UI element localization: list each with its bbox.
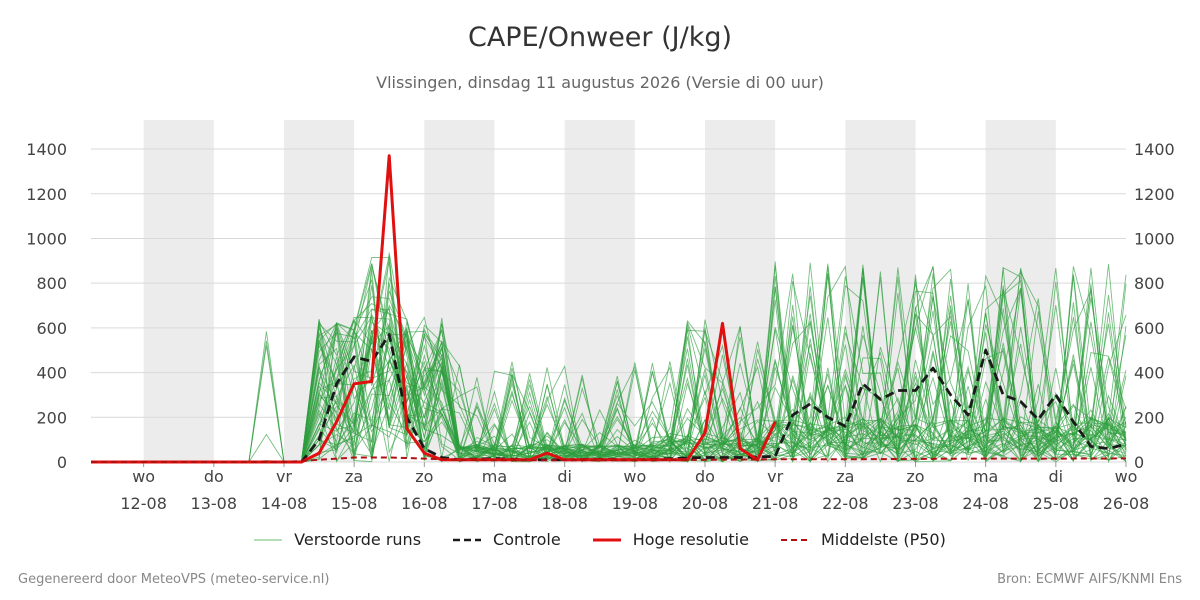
x-tick-date: 25-08 bbox=[1033, 494, 1080, 513]
series-line-control bbox=[91, 333, 1127, 464]
ensemble-member-line bbox=[91, 263, 1127, 463]
x-tick-weekday: ma bbox=[482, 467, 507, 486]
x-tick-date: 17-08 bbox=[471, 494, 518, 513]
y-tick-label-right: 1000 bbox=[1134, 229, 1175, 248]
x-tick-weekday: ma bbox=[973, 467, 998, 486]
x-tick-date: 12-08 bbox=[120, 494, 167, 513]
y-tick-label-left: 1200 bbox=[26, 185, 67, 204]
legend-swatch-hires bbox=[592, 538, 621, 541]
series-line-median bbox=[91, 456, 1127, 463]
footer-source: Bron: ECMWF AIFS/KNMI Ens bbox=[997, 572, 1182, 587]
x-tick-weekday: do bbox=[204, 467, 224, 486]
x-tick-date: 26-08 bbox=[1103, 494, 1150, 513]
chart-subtitle: Vlissingen, dinsdag 11 augustus 2026 (Ve… bbox=[376, 73, 824, 92]
ensemble-member-line bbox=[91, 265, 1127, 463]
legend-item-median: Middelste (P50) bbox=[780, 530, 946, 549]
y-tick-label-right: 1400 bbox=[1134, 140, 1175, 159]
y-tick-label-right: 800 bbox=[1134, 274, 1165, 293]
x-tick-date: 16-08 bbox=[401, 494, 448, 513]
y-tick-label-left: 200 bbox=[36, 408, 67, 427]
y-tick-label-left: 1400 bbox=[26, 140, 67, 159]
x-tick-weekday: wo bbox=[132, 467, 155, 486]
x-tick-weekday: wo bbox=[1115, 467, 1138, 486]
x-tick-weekday: vr bbox=[767, 467, 783, 486]
x-tick-date: 14-08 bbox=[261, 494, 308, 513]
x-tick-weekday: za bbox=[836, 467, 854, 486]
legend-item-control: Controle bbox=[453, 530, 561, 549]
chart-plot: 0 0 200 200 400 400 600 600 800 800 1000 1000 1200 12… bbox=[26, 120, 1175, 513]
y-tick-label-right: 400 bbox=[1134, 364, 1165, 383]
x-tick-date: 22-08 bbox=[822, 494, 869, 513]
x-tick-date: 21-08 bbox=[752, 494, 799, 513]
x-tick-weekday: wo bbox=[623, 467, 646, 486]
y-tick-label-right: 600 bbox=[1134, 319, 1165, 338]
x-tick-date: 23-08 bbox=[892, 494, 939, 513]
legend-label-median: Middelste (P50) bbox=[820, 530, 946, 549]
y-tick-label-left: 600 bbox=[36, 319, 67, 338]
y-tick-label-right: 200 bbox=[1134, 408, 1165, 427]
x-tick-date: 15-08 bbox=[331, 494, 378, 513]
legend-swatch-perturbed bbox=[254, 539, 283, 540]
legend-label-control: Controle bbox=[493, 530, 561, 549]
weekend-band bbox=[143, 120, 214, 462]
legend-swatch-control bbox=[453, 538, 482, 541]
x-tick-weekday: do bbox=[695, 467, 715, 486]
y-tick-label-left: 1000 bbox=[26, 229, 67, 248]
x-tick-date: 19-08 bbox=[612, 494, 659, 513]
x-tick-date: 13-08 bbox=[191, 494, 238, 513]
chart-legend: Verstoorde runs Controle Hoge resolutie … bbox=[0, 530, 1200, 549]
chart-title: CAPE/Onweer (J/kg) bbox=[467, 22, 732, 53]
x-tick-weekday: vr bbox=[276, 467, 292, 486]
footer-generator: Gegenereerd door MeteoVPS (meteo-service… bbox=[18, 572, 330, 587]
x-tick-date: 20-08 bbox=[682, 494, 729, 513]
y-tick-label-left: 400 bbox=[36, 364, 67, 383]
legend-item-perturbed: Verstoorde runs bbox=[254, 530, 421, 549]
y-tick-label-left: 800 bbox=[36, 274, 67, 293]
x-tick-weekday: zo bbox=[415, 467, 433, 486]
x-tick-date: 24-08 bbox=[962, 494, 1009, 513]
legend-item-hires: Hoge resolutie bbox=[592, 530, 749, 549]
legend-label-hires: Hoge resolutie bbox=[632, 530, 749, 549]
x-tick-date: 18-08 bbox=[541, 494, 588, 513]
y-tick-label-right: 0 bbox=[1134, 453, 1144, 472]
legend-label-perturbed: Verstoorde runs bbox=[294, 530, 422, 549]
x-tick-weekday: zo bbox=[906, 467, 924, 486]
y-tick-label-right: 1200 bbox=[1134, 185, 1175, 204]
x-tick-weekday: za bbox=[345, 467, 363, 486]
x-tick-weekday: di bbox=[557, 467, 572, 486]
x-tick-weekday: di bbox=[1049, 467, 1064, 486]
y-tick-label-left: 0 bbox=[57, 453, 67, 472]
legend-swatch-median bbox=[780, 538, 809, 541]
